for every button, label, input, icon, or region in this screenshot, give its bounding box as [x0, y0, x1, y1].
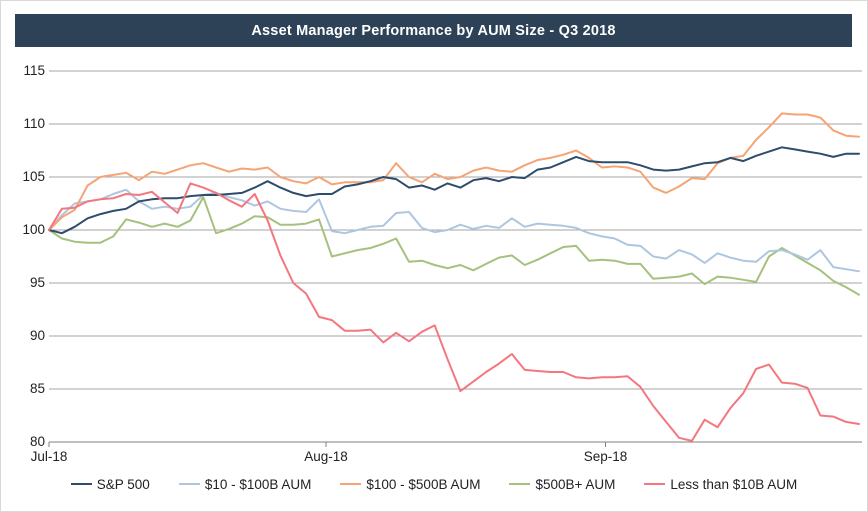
legend-label: $100 - $500B AUM [366, 476, 481, 492]
legend-line-swatch-icon [178, 483, 200, 485]
legend-label: $10 - $100B AUM [204, 476, 312, 492]
y-tick-label: 90 [29, 328, 45, 343]
x-tick-label: Sep-18 [583, 449, 628, 464]
legend-line-swatch-icon [70, 483, 92, 485]
y-tick-label: 115 [23, 63, 45, 78]
legend-item: Less than $10B AUM [644, 477, 797, 492]
y-tick-label: 85 [29, 381, 45, 396]
series-line-3 [48, 196, 860, 296]
y-tick-label: 95 [29, 275, 45, 290]
legend-label: $500B+ AUM [535, 476, 616, 492]
chart-title: Asset Manager Performance by AUM Size - … [15, 14, 852, 47]
series-line-4 [48, 182, 860, 442]
legend-item: $500B+ AUM [509, 477, 615, 492]
y-tick-label: 105 [22, 169, 45, 184]
series-line-2 [48, 112, 860, 231]
legend-line-swatch-icon [644, 483, 666, 485]
legend-label: S&P 500 [96, 476, 150, 492]
legend-item: $10 - $100B AUM [178, 476, 312, 492]
legend-item: S&P 500 [70, 476, 150, 492]
legend-line-swatch-icon [509, 483, 531, 485]
y-tick-label: 100 [22, 222, 45, 237]
legend-label: Less than $10B AUM [670, 476, 798, 492]
y-tick-label: 80 [29, 434, 45, 449]
x-tick-label: Aug-18 [304, 449, 348, 464]
legend: S&P 500 $10 - $100B AUM $100 - $500B AUM $5… [1, 472, 867, 496]
y-tick-label: 110 [23, 116, 45, 131]
x-tick-label: Jul-18 [30, 449, 68, 464]
legend-item: $100 - $500B AUM [340, 477, 480, 492]
legend-line-swatch-icon [340, 483, 362, 485]
series-line-1 [48, 188, 860, 273]
series-line-0 [48, 146, 860, 235]
